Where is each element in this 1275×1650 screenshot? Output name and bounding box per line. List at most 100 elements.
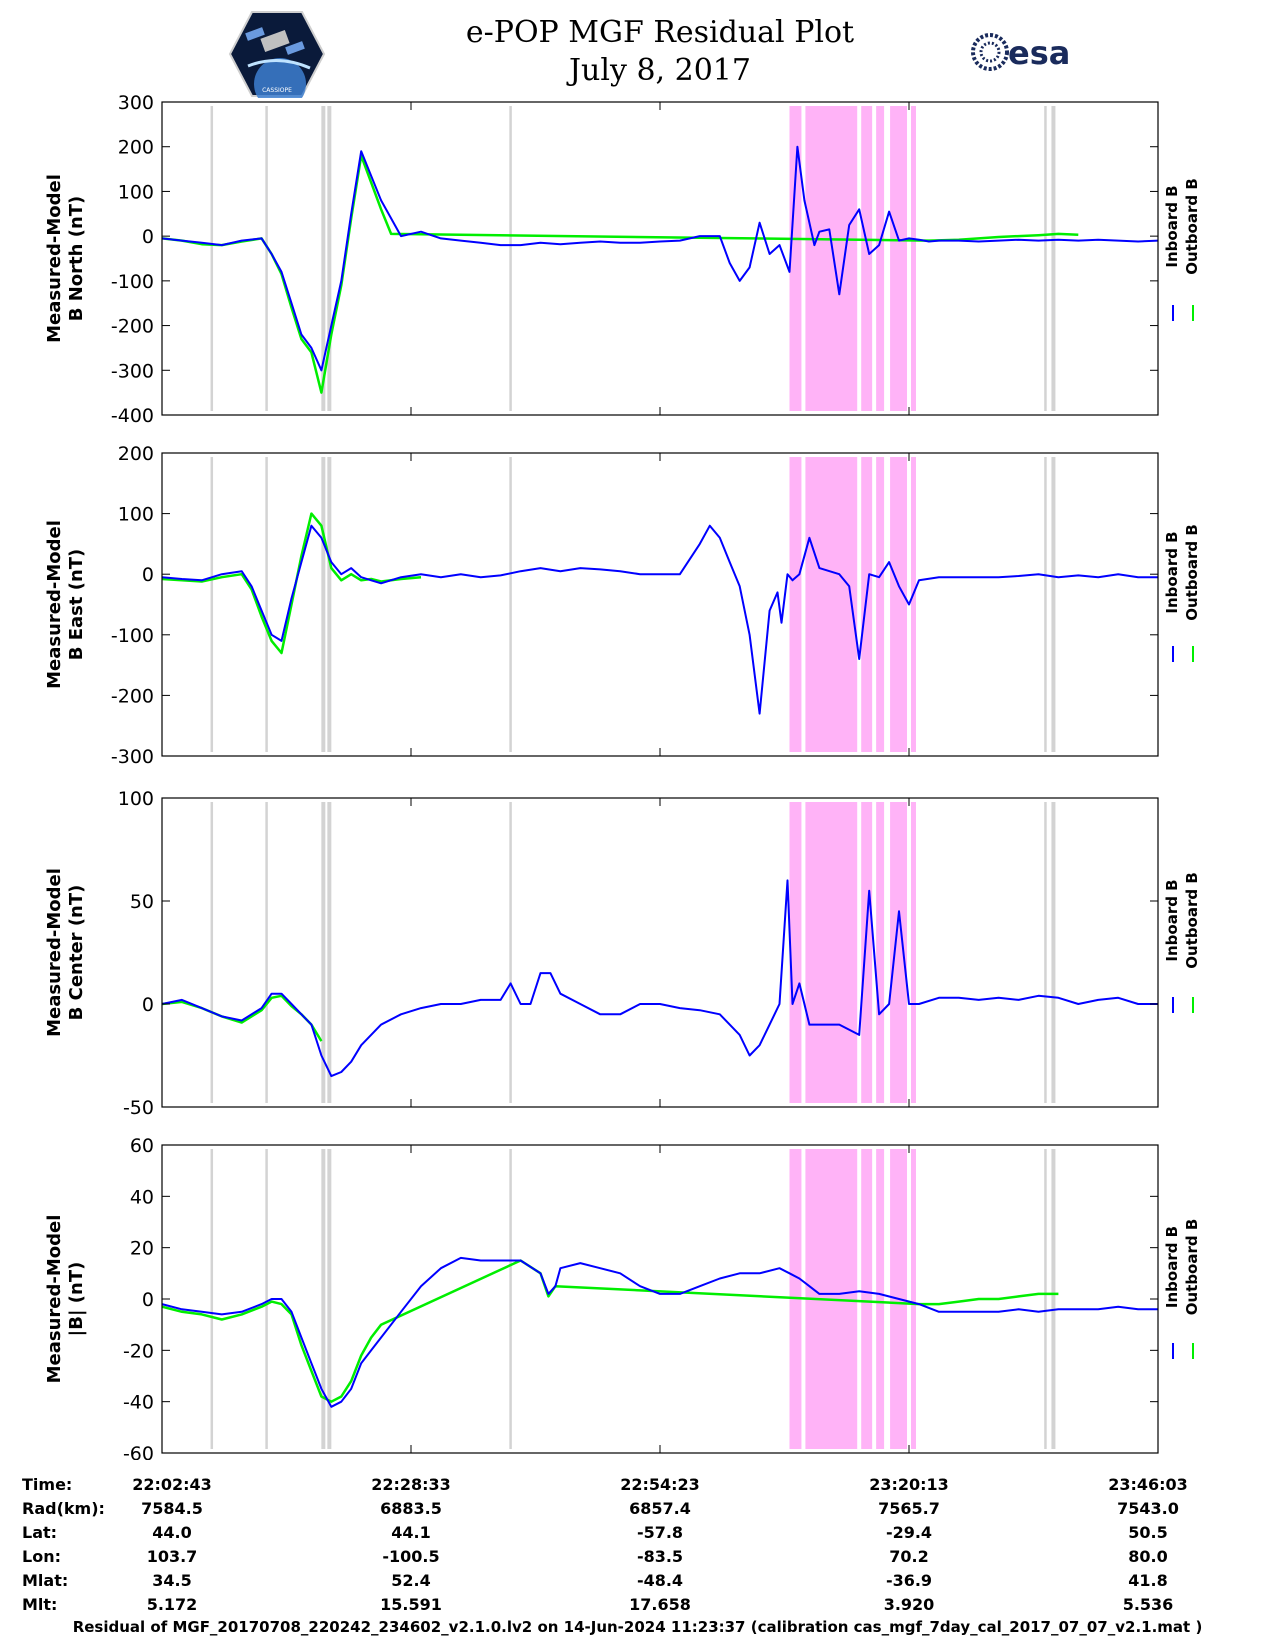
series-line-inboard <box>161 879 1158 1078</box>
gap-marker <box>509 457 512 752</box>
info-cell: -48.4 <box>636 1571 684 1590</box>
info-cell: 50.5 <box>1128 1523 1168 1542</box>
series-line-outboard <box>161 1259 1059 1403</box>
info-cell: -29.4 <box>885 1523 933 1542</box>
legend-label-outboard: Outboard B <box>1183 524 1201 621</box>
y-tick-label: -100 <box>111 271 154 293</box>
flag-band <box>805 802 858 1103</box>
legend-label-outboard: Outboard B <box>1183 178 1201 275</box>
gap-marker <box>265 106 268 411</box>
info-cell: 103.7 <box>146 1547 198 1566</box>
gap-marker <box>327 802 332 1103</box>
y-axis-label-line-1: Measured-Model <box>44 868 65 1037</box>
info-cell: 52.4 <box>391 1571 431 1590</box>
y-tick-label: -400 <box>111 405 154 427</box>
gap-marker <box>210 106 214 411</box>
y-tick-label: 60 <box>130 1135 154 1157</box>
legend-label-inboard: Inboard B <box>1163 1226 1181 1308</box>
plot-title: e-POP MGF Residual Plot July 8, 2017 <box>330 14 990 90</box>
gap-marker <box>1044 1149 1047 1449</box>
info-cell: 6883.5 <box>380 1499 442 1518</box>
info-cell: 23:46:03 <box>1108 1475 1188 1494</box>
info-cell: 44.0 <box>152 1523 192 1542</box>
flag-band <box>861 802 873 1103</box>
info-cell: 6857.4 <box>629 1499 691 1518</box>
y-tick-label: 0 <box>142 226 154 248</box>
info-cell: 70.2 <box>889 1547 929 1566</box>
y-tick-label: -20 <box>123 1340 154 1362</box>
series-line-inboard <box>161 524 1158 715</box>
gap-marker <box>1044 457 1047 752</box>
title-line-2: July 8, 2017 <box>569 53 751 88</box>
y-axis-label-line-2: B North (nT) <box>66 196 87 322</box>
legend-label-outboard: Outboard B <box>1183 872 1201 969</box>
gap-marker <box>327 457 332 752</box>
info-cell: -83.5 <box>636 1547 684 1566</box>
flag-band <box>876 1149 885 1449</box>
flag-band <box>805 457 858 752</box>
plot-footer: Residual of MGF_20170708_220242_234602_v… <box>72 1618 1203 1636</box>
flag-band <box>861 106 873 411</box>
info-cell: -57.8 <box>636 1523 684 1542</box>
gap-marker <box>1044 106 1047 411</box>
info-cell: 22:02:43 <box>132 1475 212 1494</box>
info-cell: 17.658 <box>629 1595 691 1614</box>
series-line-inboard <box>161 145 1159 372</box>
info-row-label: Mlat: <box>22 1571 69 1590</box>
info-row-label: Lat: <box>22 1523 58 1542</box>
info-cell: 7543.0 <box>1117 1499 1179 1518</box>
legend-label-outboard: Outboard B <box>1183 1219 1201 1316</box>
y-tick-label: 50 <box>130 891 154 913</box>
flag-band <box>789 457 802 752</box>
legend-label-inboard: Inboard B <box>1163 185 1181 267</box>
info-row-label: Rad(km): <box>22 1499 105 1518</box>
chart-panel-3: 100 50 0 -50 Measured-ModelB Center (nT) Inbo… <box>44 788 1201 1119</box>
title-line-1: e-POP MGF Residual Plot <box>465 15 855 50</box>
info-cell: 44.1 <box>391 1523 431 1542</box>
gap-marker <box>509 802 512 1103</box>
y-tick-label: 40 <box>130 1186 154 1208</box>
y-tick-label: -300 <box>111 360 154 382</box>
y-tick-label: 300 <box>118 92 154 114</box>
gap-marker <box>210 1149 214 1449</box>
flag-band <box>910 106 916 411</box>
y-axis-label-line-2: |B| (nT) <box>66 1262 87 1337</box>
y-axis-label: Measured-ModelB Center (nT) <box>44 868 87 1037</box>
y-tick-label: -200 <box>111 685 154 707</box>
plot-frame <box>161 1144 1159 1454</box>
gap-marker <box>210 457 214 752</box>
legend-labels: Inboard B Outboard B <box>1163 1219 1201 1316</box>
flag-band <box>789 802 802 1103</box>
y-tick-label: -100 <box>111 625 154 647</box>
y-tick-label: 100 <box>118 181 154 203</box>
legend-label-inboard: Inboard B <box>1163 531 1181 613</box>
info-row-label: Mlt: <box>22 1595 58 1614</box>
gap-marker <box>265 802 268 1103</box>
info-cell: 23:20:13 <box>869 1475 949 1494</box>
info-cell: 15.591 <box>380 1595 442 1614</box>
flag-band <box>876 802 885 1103</box>
y-axis-label: Measured-ModelB East (nT) <box>44 520 87 689</box>
gap-marker <box>321 1149 326 1449</box>
info-cell: 7584.5 <box>141 1499 203 1518</box>
cassiope-logo-text: CASSIOPE <box>262 87 292 94</box>
y-tick-label: 200 <box>118 443 154 465</box>
gap-marker <box>327 106 332 411</box>
y-tick-label: 100 <box>118 504 154 526</box>
flag-band <box>876 457 885 752</box>
gap-marker <box>265 457 268 752</box>
gap-marker <box>327 1149 332 1449</box>
esa-logo-text: esa <box>1008 34 1070 72</box>
y-tick-label: -300 <box>111 746 154 768</box>
plot-frame <box>161 797 1159 1108</box>
gap-marker <box>321 457 326 752</box>
y-axis-label-line-2: B Center (nT) <box>66 885 87 1021</box>
gap-marker <box>321 802 326 1103</box>
flag-band <box>789 106 802 411</box>
legend-labels: Inboard B Outboard B <box>1163 524 1201 621</box>
gap-marker <box>321 106 326 411</box>
cassiope-logo-icon: CASSIOPE <box>228 11 326 98</box>
y-axis-label-line-1: Measured-Model <box>44 520 65 689</box>
flag-band <box>890 106 908 411</box>
plot-frame <box>161 452 1159 757</box>
